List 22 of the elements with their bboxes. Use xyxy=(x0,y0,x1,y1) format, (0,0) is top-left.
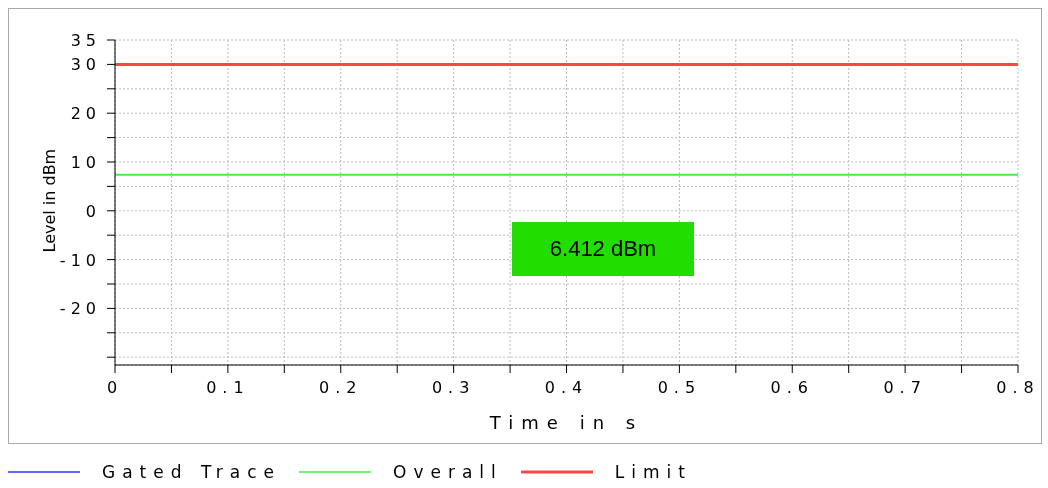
x-tick-label: 0.7 xyxy=(883,378,927,397)
legend-label: Gated Trace xyxy=(102,462,282,482)
x-tick-label: 0.6 xyxy=(770,378,814,397)
x-tick-label: 0.8 xyxy=(996,378,1040,397)
x-tick-label: 0.4 xyxy=(544,378,589,397)
y-axis-title: Level in dBm xyxy=(39,148,59,253)
y-tick-label: 30 xyxy=(70,55,101,75)
y-tick-label: 10 xyxy=(70,153,101,172)
x-tick-label: 0.1 xyxy=(206,378,250,397)
x-tick-label: 0.3 xyxy=(431,378,476,397)
y-tick-label: 35 xyxy=(70,31,101,50)
x-tick-label: 0.2 xyxy=(319,378,363,397)
legend-label: Overall xyxy=(393,462,503,482)
legend-label: Limit xyxy=(614,462,692,482)
x-tick-label: 0.5 xyxy=(657,378,702,397)
annotation: 6.412 dBm xyxy=(549,236,657,262)
x-tick-label: 0 xyxy=(106,378,124,397)
y-tick-label: -10 xyxy=(59,250,101,270)
x-axis-title: Time in s xyxy=(488,412,644,433)
y-tick-label: -20 xyxy=(59,299,101,319)
y-tick-label: 20 xyxy=(70,104,101,124)
y-tick-label: 0 xyxy=(85,201,101,221)
